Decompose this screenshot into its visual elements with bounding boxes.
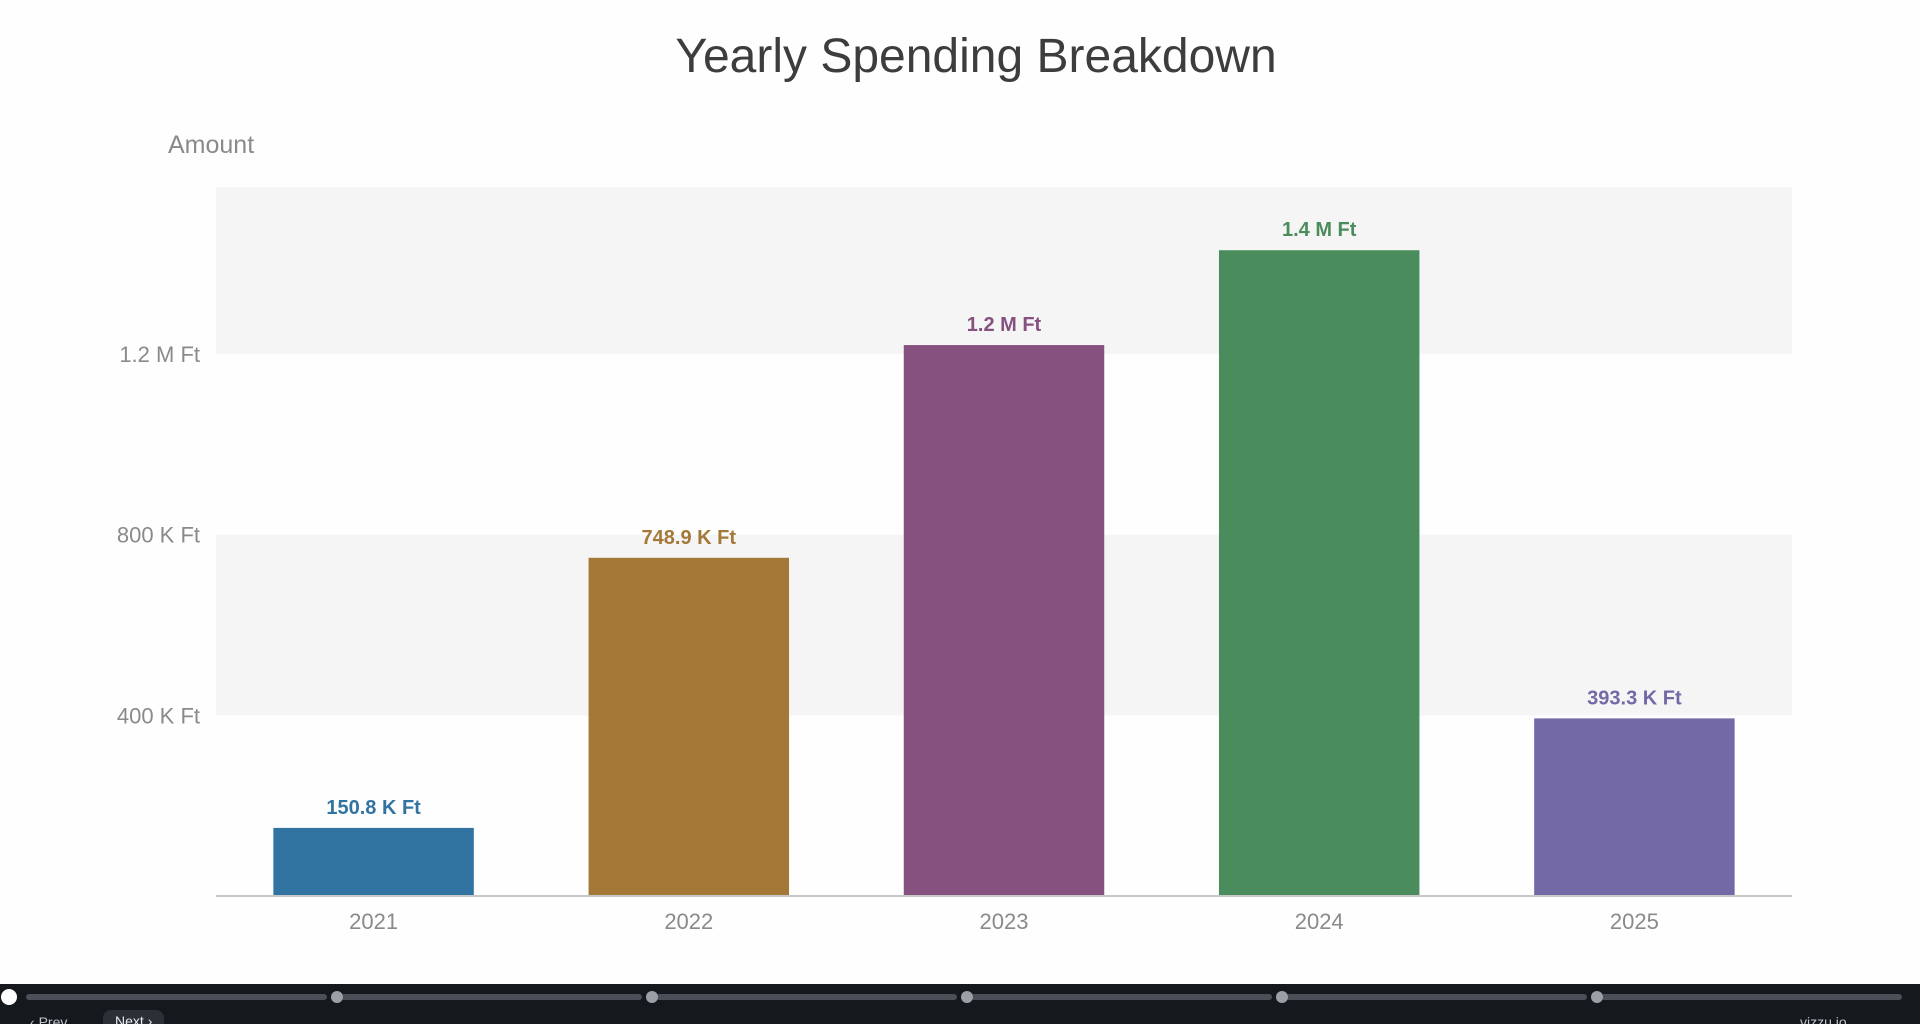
data-labels: 150.8 K Ft 748.9 K Ft 1.2 M Ft 1.4 M Ft 393.… bbox=[326, 219, 1682, 819]
x-tick-label: 2022 bbox=[664, 909, 713, 934]
story-step-segment[interactable] bbox=[26, 994, 327, 1000]
bars bbox=[273, 250, 1735, 897]
story-step-dot[interactable] bbox=[331, 991, 343, 1003]
prev-button[interactable]: ‹ Prev bbox=[30, 1014, 67, 1024]
bar-2025 bbox=[1534, 718, 1735, 896]
chevron-right-icon: › bbox=[147, 1013, 153, 1024]
bar-2023 bbox=[903, 345, 1105, 896]
bar-2024 bbox=[1218, 250, 1420, 897]
x-axis-ticks: 2021 2022 2023 2024 2025 bbox=[349, 909, 1659, 934]
y-tick-label: 800 K Ft bbox=[117, 523, 200, 548]
prev-label: Prev bbox=[38, 1014, 68, 1024]
y-axis-title: Amount bbox=[168, 131, 254, 159]
story-controls: ‹ Prev Next › vizzu.io bbox=[0, 984, 1920, 1024]
y-tick-label: 400 K Ft bbox=[117, 703, 200, 728]
x-tick-label: 2021 bbox=[349, 909, 398, 934]
x-tick-label: 2025 bbox=[1610, 909, 1659, 934]
x-tick-label: 2023 bbox=[980, 909, 1029, 934]
next-label: Next bbox=[115, 1013, 144, 1024]
data-label-2021: 150.8 K Ft bbox=[326, 797, 421, 819]
x-tick-label: 2024 bbox=[1295, 909, 1344, 934]
story-step-segment[interactable] bbox=[1601, 994, 1902, 1000]
y-axis-ticks: 400 K Ft 800 K Ft 1.2 M Ft bbox=[117, 342, 200, 728]
brand-link[interactable]: vizzu.io bbox=[1800, 1014, 1847, 1024]
story-step-segment[interactable] bbox=[341, 994, 642, 1000]
y-tick-label: 1.2 M Ft bbox=[119, 342, 200, 367]
chart-title: Yearly Spending Breakdown bbox=[675, 30, 1276, 83]
data-label-2025: 393.3 K Ft bbox=[1587, 687, 1682, 709]
bar-2021 bbox=[273, 827, 474, 896]
data-label-2024: 1.4 M Ft bbox=[1282, 219, 1357, 241]
story-step-segment[interactable] bbox=[1286, 994, 1587, 1000]
story-step-dot[interactable] bbox=[1591, 991, 1603, 1003]
story-step-dot[interactable] bbox=[1276, 991, 1288, 1003]
story-step-dot[interactable] bbox=[961, 991, 973, 1003]
data-label-2023: 1.2 M Ft bbox=[967, 314, 1042, 336]
story-step-segment[interactable] bbox=[656, 994, 957, 1000]
data-label-2022: 748.9 K Ft bbox=[642, 527, 737, 549]
grid-band bbox=[216, 187, 1792, 355]
bar-chart: Yearly Spending Breakdown Amount 400 K F… bbox=[117, 30, 1792, 934]
next-button[interactable]: Next › bbox=[103, 1010, 165, 1024]
story-step-current[interactable] bbox=[1, 989, 17, 1005]
bar-2022 bbox=[588, 557, 790, 896]
chevron-left-icon: ‹ bbox=[30, 1014, 35, 1024]
story-step-segment[interactable] bbox=[971, 994, 1272, 1000]
story-step-dot[interactable] bbox=[646, 991, 658, 1003]
